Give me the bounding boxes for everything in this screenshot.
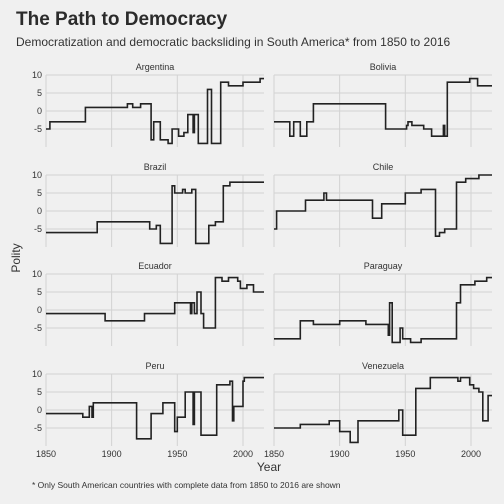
y-tick-label: 5 bbox=[37, 387, 42, 397]
panel-venezuela: Venezuela 1850 1900 1950 2000 bbox=[264, 361, 492, 459]
panel-argentina: Argentina 10 5 0 -5 bbox=[32, 62, 264, 147]
y-tick-label: 0 bbox=[37, 106, 42, 116]
y-tick-label: 10 bbox=[32, 369, 42, 379]
panel-chile: Chile bbox=[273, 162, 492, 247]
y-tick-label: 10 bbox=[32, 170, 42, 180]
series-line-bolivia bbox=[274, 77, 492, 137]
series-line-chile bbox=[274, 174, 492, 237]
x-tick-label: 1950 bbox=[167, 449, 187, 459]
chart-subtitle: Democratization and democratic backslidi… bbox=[16, 35, 451, 49]
y-tick-label: 5 bbox=[37, 188, 42, 198]
series-line-paraguay bbox=[274, 276, 492, 344]
x-tick-label: 1900 bbox=[330, 449, 350, 459]
chart-title: The Path to Democracy bbox=[16, 9, 228, 30]
panel-title: Venezuela bbox=[362, 361, 404, 371]
x-tick-label: 1900 bbox=[102, 449, 122, 459]
y-tick-label: 5 bbox=[37, 287, 42, 297]
series-line-peru bbox=[46, 376, 264, 440]
panel-title: Peru bbox=[145, 361, 164, 371]
series-line-argentina bbox=[46, 77, 264, 145]
y-tick-label: -5 bbox=[34, 323, 42, 333]
y-tick-label: -5 bbox=[34, 124, 42, 134]
series-line-ecuador bbox=[46, 276, 264, 329]
y-axis-title: Polity bbox=[9, 243, 23, 272]
y-tick-label: 0 bbox=[37, 405, 42, 415]
panel-title: Paraguay bbox=[364, 261, 403, 271]
y-tick-label: 10 bbox=[32, 70, 42, 80]
panel-title: Argentina bbox=[136, 62, 175, 72]
y-tick-label: 10 bbox=[32, 269, 42, 279]
panel-paraguay: Paraguay bbox=[273, 261, 492, 346]
panel-title: Bolivia bbox=[370, 62, 397, 72]
chart-caption: * Only South American countries with com… bbox=[32, 480, 341, 490]
y-tick-label: -5 bbox=[34, 423, 42, 433]
x-tick-label: 1850 bbox=[264, 449, 284, 459]
x-tick-label: 1950 bbox=[395, 449, 415, 459]
series-line-brazil bbox=[46, 181, 264, 245]
panel-title: Chile bbox=[373, 162, 394, 172]
panel-ecuador: Ecuador 10 5 0 -5 bbox=[32, 261, 264, 346]
y-tick-label: 0 bbox=[37, 206, 42, 216]
y-tick-label: 5 bbox=[37, 88, 42, 98]
panel-title: Ecuador bbox=[138, 261, 172, 271]
panel-title: Brazil bbox=[144, 162, 167, 172]
x-tick-label: 2000 bbox=[233, 449, 253, 459]
x-axis-title: Year bbox=[257, 460, 281, 474]
panel-peru: Peru 10 5 0 -5 1850 1900 1950 2000 bbox=[32, 361, 264, 459]
x-tick-label: 2000 bbox=[461, 449, 481, 459]
panel-brazil: Brazil 10 5 0 -5 bbox=[32, 162, 264, 247]
y-tick-label: -5 bbox=[34, 224, 42, 234]
series-line-venezuela bbox=[274, 376, 492, 444]
x-tick-label: 1850 bbox=[36, 449, 56, 459]
panel-bolivia: Bolivia bbox=[273, 62, 492, 147]
y-tick-label: 0 bbox=[37, 305, 42, 315]
